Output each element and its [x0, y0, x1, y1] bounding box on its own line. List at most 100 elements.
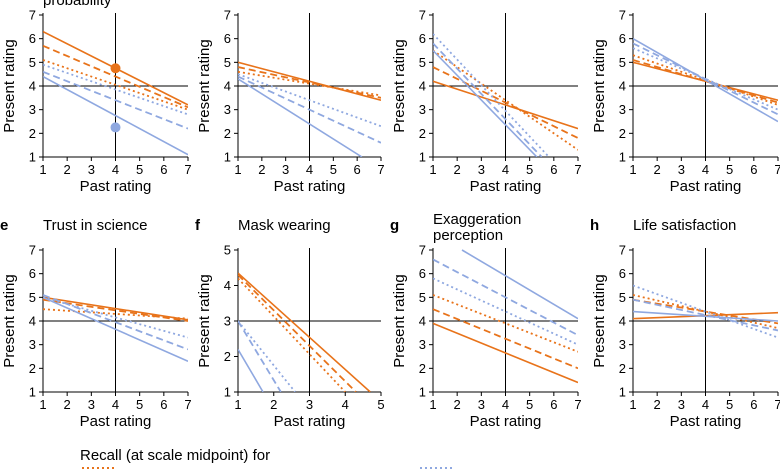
series-group	[433, 249, 578, 384]
y-tick-label: 4	[419, 79, 426, 94]
y-tick-label: 7	[419, 8, 426, 23]
series-line-blue-solid	[433, 49, 538, 157]
y-tick-label: 4	[29, 314, 36, 329]
x-tick-label: 1	[629, 397, 636, 412]
x-tick-label: 6	[550, 397, 557, 412]
series-line-orange-dashed	[238, 274, 357, 392]
x-tick-label: 2	[454, 397, 461, 412]
x-tick-label: 6	[354, 162, 361, 177]
x-tick-label: 5	[377, 397, 384, 412]
series-line-blue-solid	[43, 75, 188, 156]
x-tick-label: 4	[112, 397, 119, 412]
series-group	[633, 37, 778, 123]
x-tick-label: 5	[136, 162, 143, 177]
series-line-blue-dashed	[633, 42, 778, 116]
x-tick-label: 3	[282, 162, 289, 177]
x-tick-label: 5	[526, 162, 533, 177]
panel-letter: f	[195, 217, 201, 234]
x-tick-label: 4	[502, 162, 509, 177]
x-tick-label: 6	[160, 397, 167, 412]
x-tick-label: 2	[270, 397, 277, 412]
y-tick-label: 7	[29, 8, 36, 23]
series-group	[238, 272, 371, 392]
panel-4: Trust in government12345671234567Past ra…	[591, 8, 780, 196]
x-tick-label: 7	[184, 162, 191, 177]
x-tick-label: 1	[39, 162, 46, 177]
panel-title: Exaggeration	[433, 211, 521, 228]
x-tick-label: 4	[306, 162, 313, 177]
x-tick-label: 3	[678, 162, 685, 177]
series-line-orange-solid	[238, 61, 381, 101]
y-tick-label: 6	[224, 31, 231, 46]
y-tick-label: 3	[419, 337, 426, 352]
x-tick-label: 2	[258, 162, 265, 177]
y-tick-label: 2	[419, 361, 426, 376]
legend-title: Recall (at scale midpoint) for	[80, 447, 270, 464]
y-tick-label: 6	[619, 266, 626, 281]
x-tick-label: 3	[678, 397, 685, 412]
series-line-blue-solid	[238, 78, 363, 157]
y-axis-label: Present rating	[391, 39, 408, 132]
y-axis-label: Present rating	[196, 274, 213, 367]
series-group	[43, 30, 188, 156]
panel-title-line2: perception	[433, 227, 503, 244]
x-tick-label: 5	[330, 162, 337, 177]
x-tick-label: 7	[774, 162, 780, 177]
panel-5: e Trust in science 1 2 3 4 5 6 7 1 2 3 4 5 6 7 Past rati…	[0, 217, 192, 430]
x-axis-label: Past rating	[470, 413, 542, 430]
y-axis-label: Present rating	[196, 39, 213, 132]
panel-3: Infection risk12345671234567Past ratingP…	[391, 8, 582, 196]
series-line-blue-dotted	[238, 320, 296, 392]
x-axis-label: Past rating	[670, 178, 742, 195]
y-tick-label: 7	[619, 243, 626, 258]
y-tick-label: 5	[619, 290, 626, 305]
x-tick-label: 3	[88, 162, 95, 177]
y-axis-label: Present rating	[591, 274, 608, 367]
x-tick-label: 2	[64, 162, 71, 177]
x-tick-label: 7	[184, 397, 191, 412]
y-tick-label: 5	[224, 55, 231, 70]
y-tick-label: 2	[29, 126, 36, 141]
series-line-blue-solid	[238, 348, 264, 392]
panel-title-line2: probability	[43, 0, 112, 9]
y-tick-label: 7	[619, 8, 626, 23]
x-tick-label: 4	[342, 397, 349, 412]
y-tick-label: 6	[29, 266, 36, 281]
series-line-orange-dashed	[43, 44, 188, 109]
series-line-blue-dotted	[633, 47, 778, 111]
x-tick-label: 3	[306, 397, 313, 412]
y-tick-label: 6	[419, 31, 426, 46]
y-tick-label: 1	[619, 150, 626, 165]
y-tick-label: 3	[224, 102, 231, 117]
panel-title: Trust in science	[43, 217, 147, 234]
x-tick-label: 1	[234, 162, 241, 177]
series-line-blue-dashed	[633, 298, 778, 332]
y-tick-label: 2	[619, 126, 626, 141]
x-tick-label: 3	[478, 397, 485, 412]
series-group	[238, 61, 381, 157]
y-axis-label: Present rating	[1, 274, 18, 367]
series-line-orange-dotted	[238, 277, 346, 392]
y-tick-label: 5	[619, 55, 626, 70]
panel-8: h Life satisfaction 1 2 3 4 5 6 7 1 2 3 4 5 6 7 Past rat…	[590, 217, 780, 430]
panel-1: Infectionprobability12345671234567Past r…	[1, 0, 192, 195]
y-tick-label: 3	[29, 337, 36, 352]
x-tick-label: 4	[702, 162, 709, 177]
series-line-blue-dashed	[238, 320, 282, 392]
panel-letter: g	[390, 217, 399, 234]
x-tick-label: 2	[654, 397, 661, 412]
x-axis-label: Past rating	[80, 413, 152, 430]
x-tick-label: 2	[64, 397, 71, 412]
y-tick-label: 2	[419, 126, 426, 141]
y-tick-label: 7	[29, 243, 36, 258]
y-axis-label: Present rating	[391, 274, 408, 367]
x-tick-label: 2	[454, 162, 461, 177]
panels: Infectionprobability12345671234567Past r…	[0, 0, 780, 430]
y-tick-label: 3	[419, 102, 426, 117]
x-tick-label: 7	[377, 162, 384, 177]
y-tick-label: 1	[29, 150, 36, 165]
x-tick-label: 6	[160, 162, 167, 177]
series-group	[43, 294, 188, 362]
series-line-orange-solid	[633, 61, 778, 101]
